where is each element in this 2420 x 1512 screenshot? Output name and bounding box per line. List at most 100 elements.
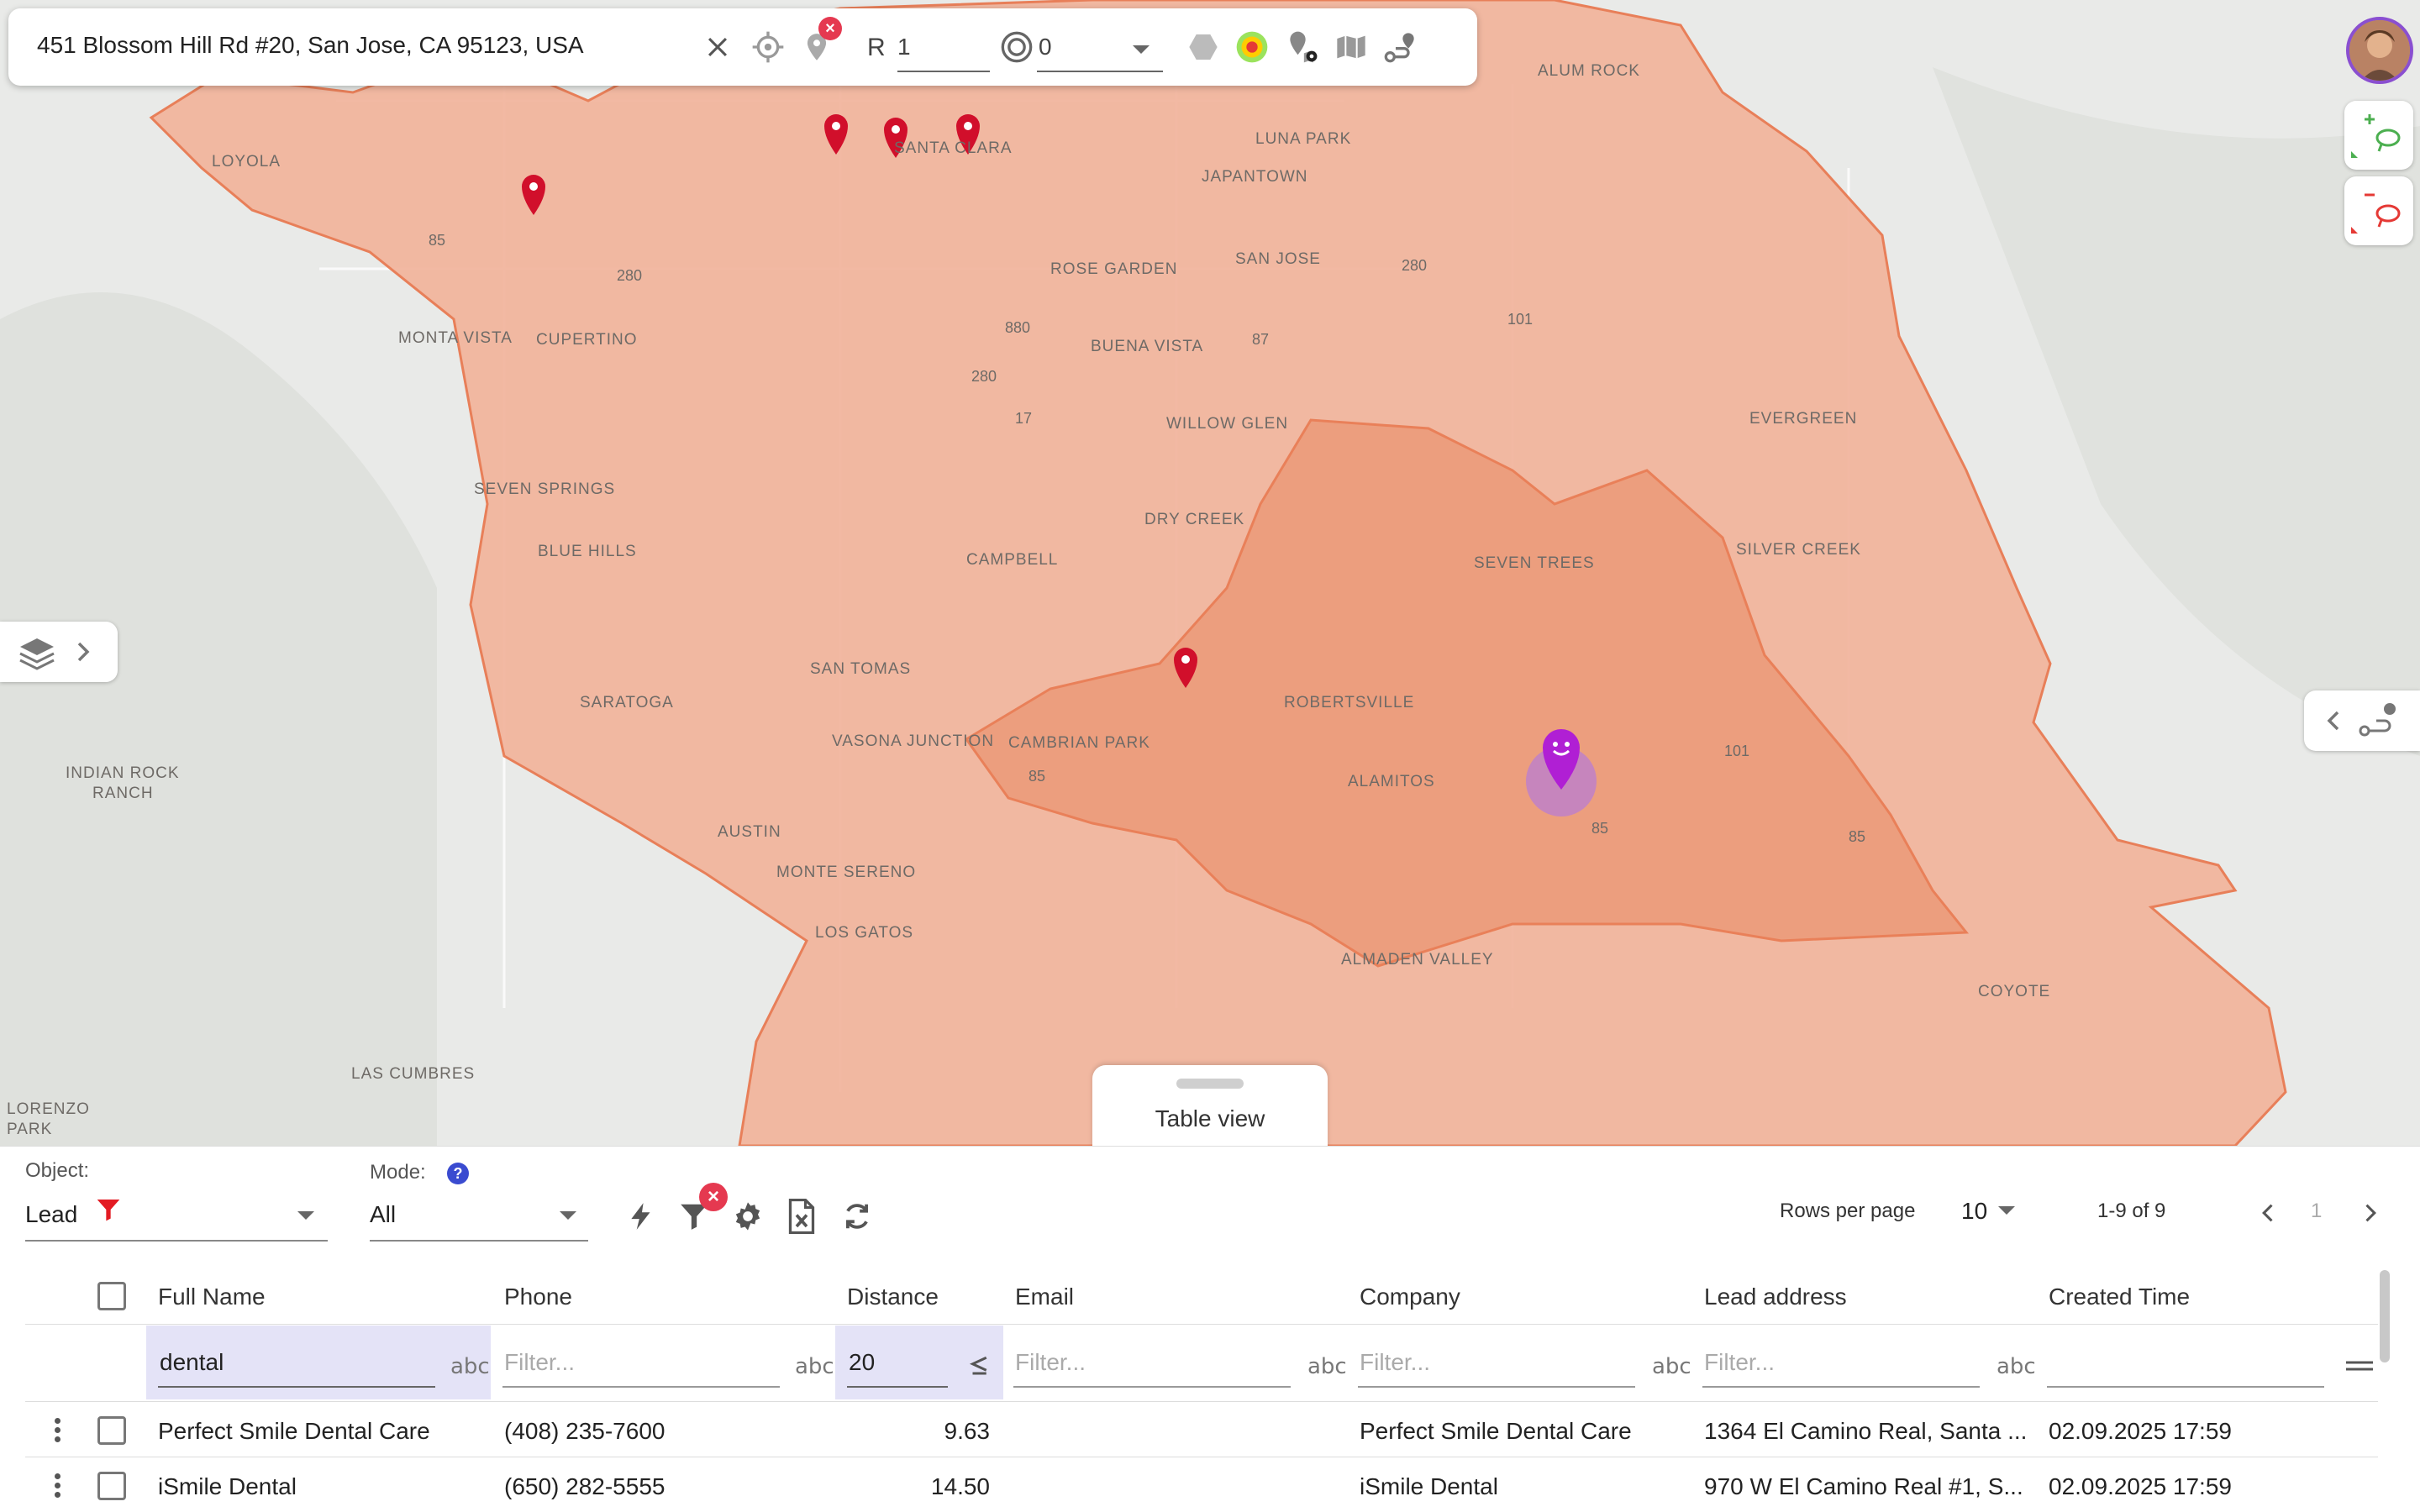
gear-icon[interactable] <box>728 1196 768 1236</box>
row-actions-icon[interactable] <box>55 1418 61 1446</box>
text-filter-type-icon[interactable]: abc <box>1652 1354 1691 1379</box>
remove-badge-icon[interactable]: × <box>818 17 842 40</box>
map-canvas[interactable] <box>0 0 2420 1146</box>
map-label: WILLOW GLEN <box>1166 415 1289 433</box>
cell-phone: (408) 235-7600 <box>504 1418 666 1444</box>
rows-per-page-label: Rows per page <box>1780 1200 1916 1222</box>
object-select[interactable]: Lead <box>25 1201 78 1227</box>
filter-distance-input[interactable]: 20 <box>849 1349 876 1375</box>
address-search-input[interactable]: 451 Blossom Hill Rd #20, San Jose, CA 95… <box>37 32 584 58</box>
cell-full-name: Perfect Smile Dental Care <box>158 1418 430 1444</box>
filter-menu-icon[interactable] <box>2344 1357 2375 1378</box>
lightning-icon[interactable] <box>622 1196 662 1236</box>
column-header-company[interactable]: Company <box>1360 1284 1460 1310</box>
map-label: SAN TOMAS <box>810 660 912 678</box>
chevron-down-icon[interactable] <box>1133 45 1150 54</box>
select-all-checkbox[interactable] <box>97 1282 126 1310</box>
clear-icon[interactable] <box>697 27 738 67</box>
map-settings-icon[interactable] <box>1282 27 1323 67</box>
chevron-down-icon[interactable] <box>297 1211 314 1220</box>
route-icon[interactable] <box>1380 27 1420 67</box>
map-label: CAMBRIAN PARK <box>1008 734 1150 752</box>
text-filter-type-icon[interactable]: abc <box>1996 1354 2036 1379</box>
excel-export-icon[interactable] <box>781 1196 822 1236</box>
filter-phone-input[interactable]: Filter... <box>504 1349 576 1375</box>
add-area-button[interactable] <box>2344 101 2413 170</box>
drag-handle[interactable] <box>1176 1079 1244 1089</box>
table-view-tab[interactable]: Table view <box>1092 1065 1328 1146</box>
vertical-scrollbar[interactable] <box>2380 1270 2390 1362</box>
map-label: ALUM ROCK <box>1538 62 1640 80</box>
help-icon[interactable]: ? <box>447 1163 469 1184</box>
filter-email-input[interactable]: Filter... <box>1015 1349 1086 1375</box>
highway-label: 87 <box>1252 331 1270 348</box>
page-number: 1 <box>2311 1200 2323 1222</box>
chevron-down-icon[interactable] <box>560 1211 576 1220</box>
cell-full-name: iSmile Dental <box>158 1473 297 1499</box>
cell-lead-address: 1364 El Camino Real, Santa ... <box>1704 1418 2028 1444</box>
filter-full-name-input[interactable]: dental <box>160 1349 224 1375</box>
map-label: LOYOLA <box>212 153 281 171</box>
radius-input[interactable]: 1 <box>897 34 911 60</box>
filter-active-icon <box>94 1196 123 1227</box>
clear-filter-badge-icon[interactable]: × <box>699 1183 728 1211</box>
text-filter-type-icon[interactable]: abc <box>450 1354 490 1379</box>
map-label: LUNA PARK <box>1255 130 1352 148</box>
row-actions-icon[interactable] <box>55 1473 61 1501</box>
highway-label: 280 <box>617 267 643 284</box>
column-header-full-name[interactable]: Full Name <box>158 1284 266 1310</box>
pagination-range: 1-9 of 9 <box>2097 1200 2166 1222</box>
column-header-phone[interactable]: Phone <box>504 1284 572 1310</box>
mode-select[interactable]: All <box>370 1201 397 1227</box>
highway-label: 101 <box>1507 311 1534 328</box>
location-remove-icon[interactable] <box>797 27 837 67</box>
lead-pin <box>956 114 980 155</box>
chevron-down-icon[interactable] <box>1998 1206 2015 1215</box>
row-checkbox[interactable] <box>97 1416 126 1445</box>
column-header-lead-address[interactable]: Lead address <box>1704 1284 1847 1310</box>
column-header-distance[interactable]: Distance <box>847 1284 939 1310</box>
prev-page-icon[interactable] <box>2249 1193 2289 1233</box>
less-or-equal-icon[interactable] <box>966 1352 992 1382</box>
next-page-icon[interactable] <box>2349 1193 2390 1233</box>
clear-filter-icon[interactable] <box>674 1196 714 1236</box>
ring-select[interactable]: 0 <box>1039 34 1052 60</box>
map-label: ALAMITOS <box>1348 773 1435 790</box>
cell-created-time: 02.09.2025 17:59 <box>2049 1473 2232 1499</box>
map-label: LAS CUMBRES <box>351 1065 476 1083</box>
user-avatar[interactable] <box>2346 17 2413 84</box>
rows-per-page-select[interactable]: 10 <box>1961 1198 1988 1224</box>
radius-label: R <box>867 34 886 61</box>
map-label: SANTA CLARA <box>894 139 1013 157</box>
highway-label: 880 <box>1005 319 1031 336</box>
cell-lead-address: 970 W El Camino Real #1, S... <box>1704 1473 2023 1499</box>
column-header-email[interactable]: Email <box>1015 1284 1075 1310</box>
map-label: ALMADEN VALLEY <box>1341 951 1494 969</box>
crosshair-icon[interactable] <box>748 27 788 67</box>
text-filter-type-icon[interactable]: abc <box>795 1354 834 1379</box>
text-filter-type-icon[interactable]: abc <box>1307 1354 1347 1379</box>
routes-panel-toggle[interactable] <box>2304 690 2420 751</box>
layers-panel-toggle[interactable] <box>0 622 118 682</box>
heatmap-icon[interactable] <box>1232 27 1272 67</box>
map-folded-icon[interactable] <box>1331 27 1371 67</box>
filter-lead-address-input[interactable]: Filter... <box>1704 1349 1776 1375</box>
row-checkbox[interactable] <box>97 1472 126 1500</box>
column-header-created-time[interactable]: Created Time <box>2049 1284 2191 1310</box>
map-label: DRY CREEK <box>1144 511 1245 528</box>
map[interactable]: ALUM ROCK LUNA PARK JAPANTOWN LOYOLA SAN… <box>0 0 2420 1146</box>
map-label: CAMPBELL <box>966 551 1059 569</box>
highway-label: 85 <box>1849 828 1866 845</box>
center-marker <box>1543 729 1580 790</box>
map-label: MONTE SERENO <box>776 864 917 881</box>
map-label: ROBERTSVILLE <box>1284 694 1415 711</box>
refresh-icon[interactable] <box>837 1196 877 1236</box>
map-label: BLUE HILLS <box>538 543 637 560</box>
cell-distance: 9.63 <box>944 1418 991 1444</box>
map-label: ROSE GARDEN <box>1050 260 1178 278</box>
map-label: SARATOGA <box>580 694 674 711</box>
filter-company-input[interactable]: Filter... <box>1360 1349 1431 1375</box>
remove-area-button[interactable] <box>2344 176 2413 245</box>
map-label: SEVEN TREES <box>1474 554 1595 572</box>
polygon-icon[interactable] <box>1183 27 1223 67</box>
